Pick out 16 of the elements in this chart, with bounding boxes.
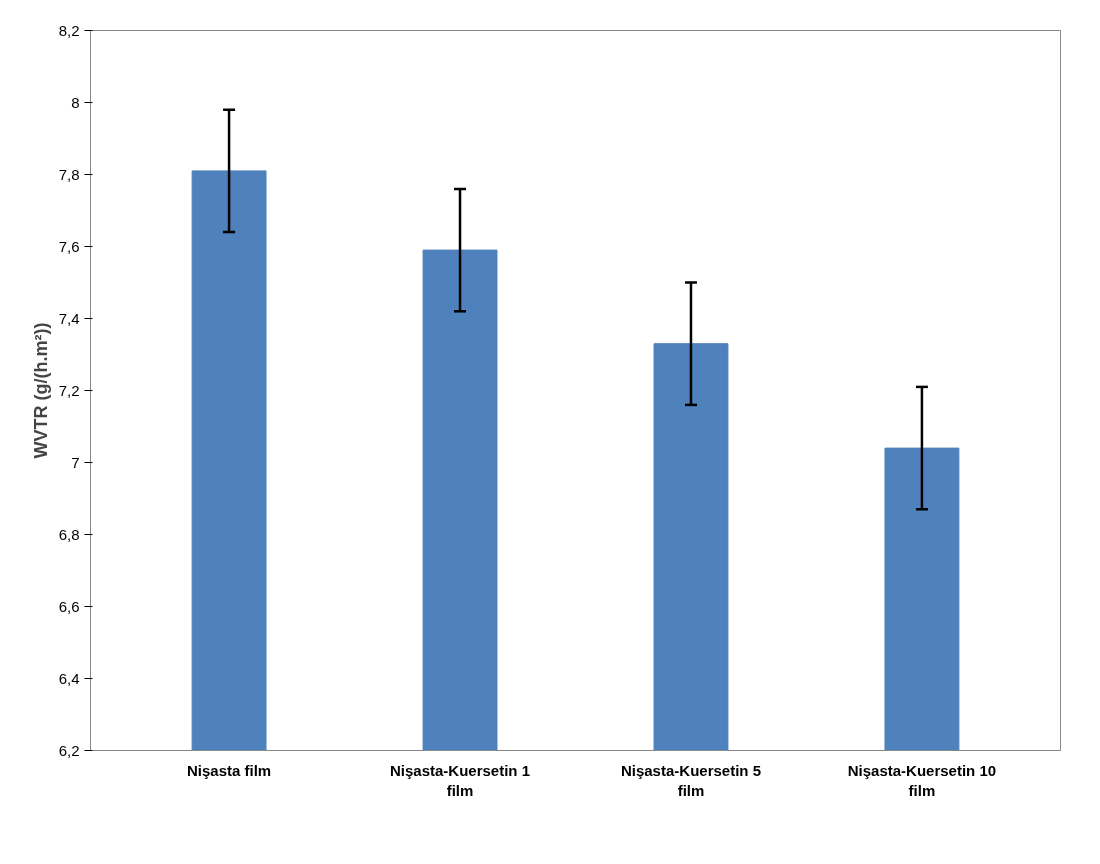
x-tick-label: Nişasta film (186, 761, 272, 779)
y-tick-label: 6,8 (58, 525, 80, 543)
y-tick-label: 7,6 (58, 237, 80, 255)
y-tick-label: 7 (71, 453, 80, 471)
x-tick-label: Nişasta-Kuersetin 10 film (847, 761, 997, 799)
x-tick-label: Nişasta-Kuersetin 1 film (390, 761, 531, 799)
y-tick-label: 6,4 (58, 669, 80, 687)
y-tick-label: 8 (71, 93, 80, 111)
y-tick-label: 7,8 (58, 165, 80, 183)
y-axis-title: WVTR (g/(h.m²)) (30, 322, 51, 459)
y-tick-label: 6,2 (58, 741, 80, 759)
y-tick-label: 7,4 (58, 309, 80, 327)
y-tick-label: 6,6 (58, 597, 80, 615)
y-tick-label: 8,2 (58, 21, 80, 39)
y-tick-label: 7,2 (58, 381, 80, 399)
x-tick-label: Nişasta-Kuersetin 5 film (620, 761, 762, 799)
